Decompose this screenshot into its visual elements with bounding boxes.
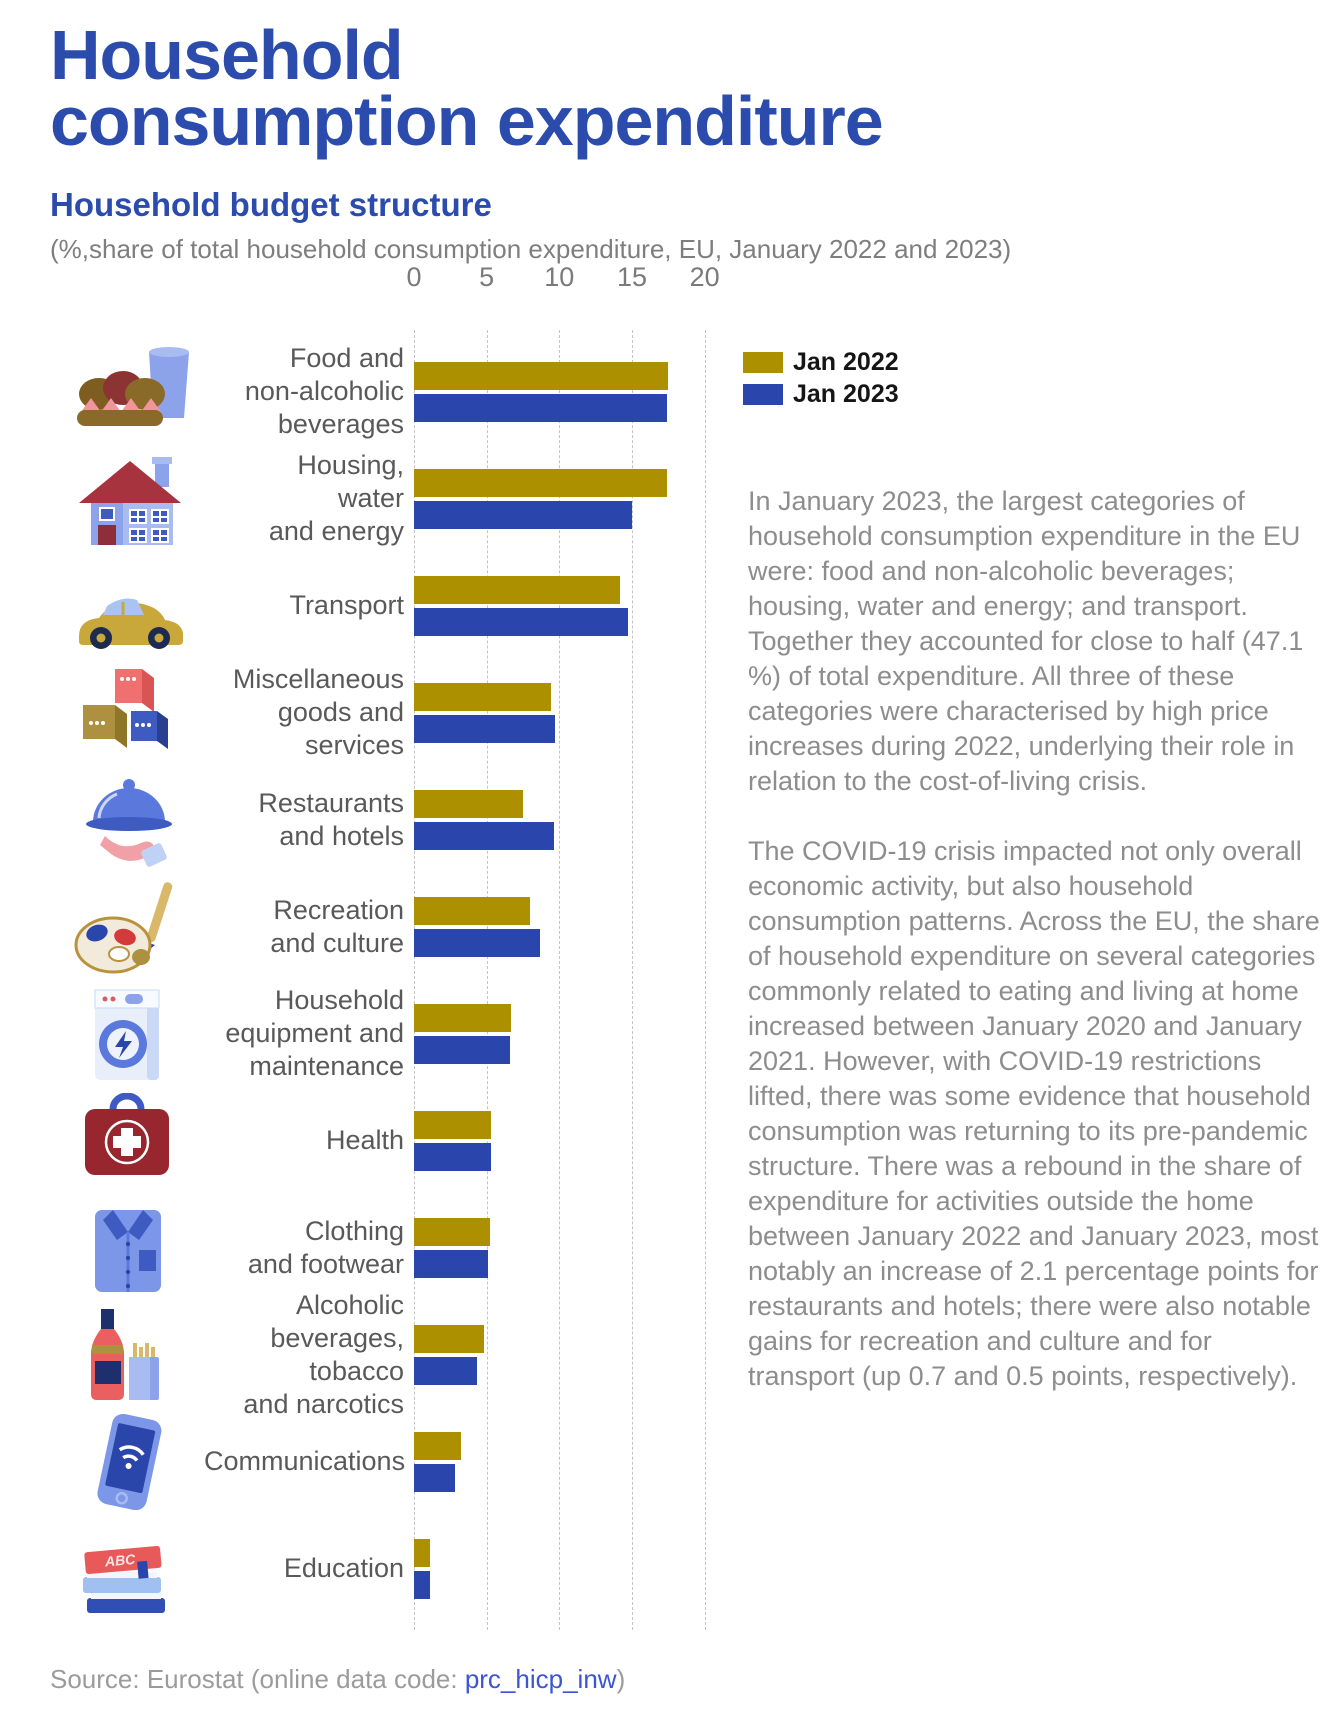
education-icon: ABC: [60, 1521, 204, 1617]
category-row: Food and non-alcoholic beverages: [60, 338, 1300, 445]
category-label: Recreation and culture: [270, 894, 404, 958]
bar-jan-2022: [414, 1217, 490, 1246]
category-label: Household equipment and maintenance: [225, 985, 404, 1081]
legend-label: Jan 2022: [793, 347, 899, 376]
page-title: Household consumption expenditure: [50, 16, 884, 160]
alcohol-tobacco-icon: [60, 1307, 204, 1403]
x-axis-tick: 10: [544, 262, 575, 292]
bar-jan-2022: [414, 896, 531, 925]
category-row: Transport: [60, 552, 1300, 659]
legend: Jan 2022 Jan 2023: [743, 346, 899, 410]
bar-jan-2022: [414, 361, 669, 390]
food-icon: [60, 344, 204, 440]
source-prefix: Source: Eurostat (online data code:: [50, 1664, 465, 1694]
category-row: Clothing and footwear: [60, 1194, 1300, 1301]
bar-jan-2022: [414, 789, 523, 818]
bar-jan-2022: [414, 682, 551, 711]
bar-jan-2023: [414, 1142, 491, 1171]
category-row: Housing, water and energy: [60, 445, 1300, 552]
bar-jan-2023: [414, 393, 667, 422]
bar-jan-2023: [414, 1356, 477, 1385]
x-axis-gridline: [632, 330, 633, 1630]
chart-title: Household budget structure: [50, 186, 492, 223]
category-label: Miscellaneous goods and services: [232, 664, 404, 760]
source-data-code-link[interactable]: prc_hicp_inw: [464, 1664, 617, 1694]
category-row: Restaurants and hotels: [60, 766, 1300, 873]
bar-jan-2022: [414, 1538, 430, 1567]
legend-item: Jan 2023: [743, 378, 899, 410]
clothing-footwear-icon: [60, 1200, 204, 1296]
category-label: Food and non-alcoholic beverages: [244, 343, 404, 439]
legend-swatch-jan-2023: [743, 383, 783, 405]
category-row: Alcoholic beverages, tobacco and narcoti…: [60, 1290, 1300, 1419]
category-label: Transport: [289, 590, 404, 620]
x-axis-tick: 15: [616, 262, 648, 292]
bar-jan-2023: [414, 607, 628, 636]
category-row: Recreation and culture: [60, 873, 1300, 980]
legend-label: Jan 2023: [793, 379, 899, 408]
chart-subtitle-note: (%,share of total household consumption …: [50, 234, 1012, 264]
x-axis-tick: 20: [689, 262, 720, 292]
bar-jan-2023: [414, 1035, 510, 1064]
category-row: ABC Education: [60, 1515, 1300, 1622]
category-row: Communications: [60, 1408, 1300, 1515]
miscellaneous-goods-icon: [60, 665, 204, 761]
category-row: Miscellaneous goods and services: [60, 659, 1300, 766]
bar-jan-2023: [414, 1570, 430, 1599]
bar-jan-2023: [414, 928, 541, 957]
restaurants-hotels-icon: [60, 772, 204, 868]
commentary: In January 2023, the largest categories …: [748, 484, 1320, 1429]
bar-jan-2022: [414, 1110, 491, 1139]
communications-icon: [60, 1413, 204, 1510]
category-row: Health: [60, 1087, 1300, 1194]
legend-swatch-jan-2022: [743, 351, 783, 373]
x-axis-tick: 0: [406, 262, 422, 292]
category-label: Alcoholic beverages, tobacco and narcoti…: [243, 1289, 404, 1419]
category-label: Education: [283, 1553, 404, 1583]
bar-jan-2022: [414, 468, 667, 497]
bar-jan-2023: [414, 714, 555, 743]
legend-item: Jan 2022: [743, 346, 899, 378]
bar-jan-2023: [414, 1249, 489, 1278]
x-axis-gridline: [486, 330, 488, 1630]
health-icon: [60, 1092, 204, 1189]
category-label: Health: [325, 1125, 404, 1155]
commentary-paragraph: The COVID-19 crisis impacted not only ov…: [748, 836, 1320, 1391]
category-label: Restaurants and hotels: [258, 787, 404, 851]
x-axis-gridline: [704, 330, 706, 1630]
transport-icon: [60, 558, 204, 654]
bar-jan-2022: [414, 575, 621, 604]
x-axis-gridline: [559, 330, 561, 1630]
category-row: Household equipment and maintenance: [60, 980, 1300, 1087]
housing-icon: [60, 451, 204, 547]
category-label: Clothing and footwear: [247, 1215, 404, 1279]
svg-text:ABC: ABC: [103, 1550, 136, 1569]
bar-jan-2022: [414, 1003, 512, 1032]
category-label: Housing, water and energy: [268, 450, 404, 546]
bar-chart: Food and non-alcoholic beverages H: [60, 338, 1300, 1622]
bar-jan-2022: [414, 1324, 484, 1353]
x-axis-tick: 5: [479, 262, 495, 292]
source-line: Source: Eurostat (online data code: prc_…: [50, 1664, 625, 1695]
commentary-paragraph: In January 2023, the largest categories …: [748, 486, 1304, 796]
bar-jan-2022: [414, 1431, 461, 1460]
source-suffix: ): [616, 1664, 626, 1694]
bar-jan-2023: [414, 500, 632, 529]
household-equipment-icon: [60, 986, 204, 1082]
category-label: Communications: [204, 1446, 406, 1476]
recreation-culture-icon: [60, 879, 204, 975]
bar-jan-2023: [414, 1463, 455, 1492]
x-axis-gridline: [414, 330, 415, 1630]
bar-jan-2023: [414, 821, 554, 850]
